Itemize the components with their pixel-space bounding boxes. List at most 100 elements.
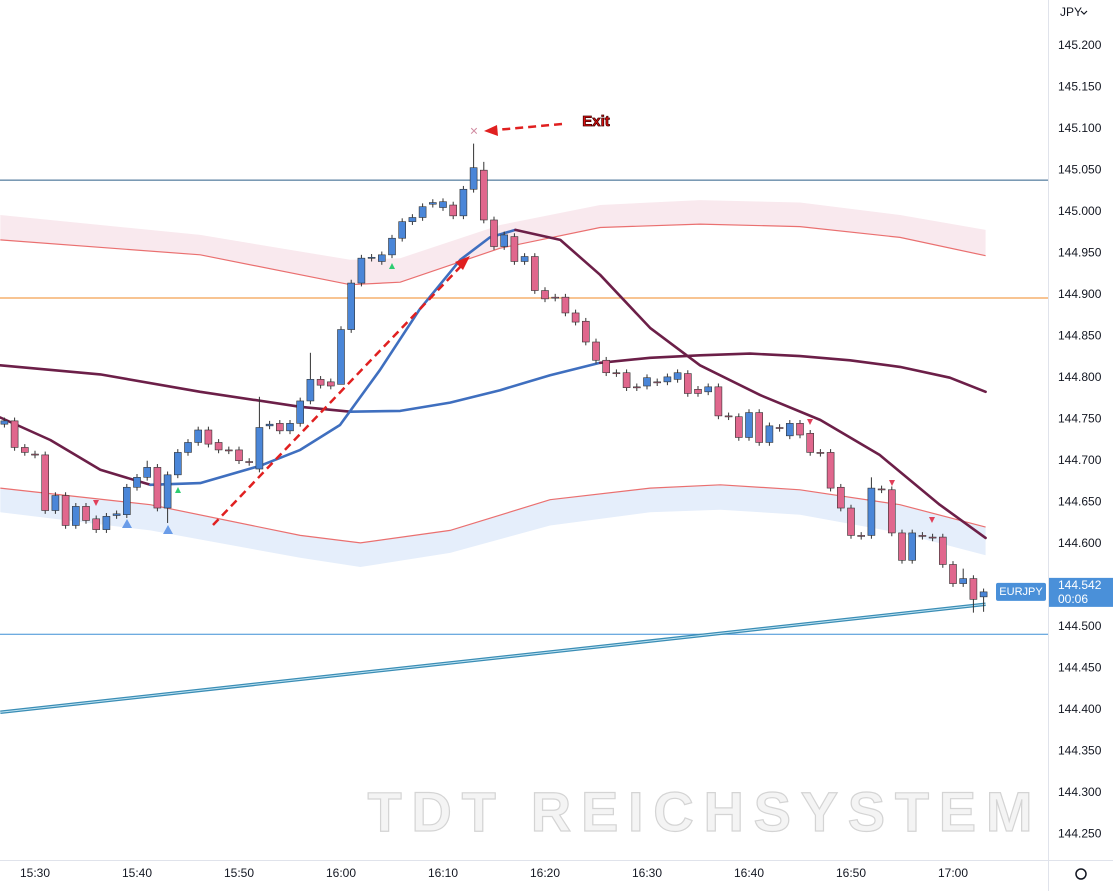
moving-average bbox=[0, 363, 352, 414]
currency-menu[interactable] bbox=[1080, 10, 1088, 15]
candle-body bbox=[265, 423, 274, 427]
candle-body bbox=[826, 452, 835, 489]
candle-body bbox=[174, 452, 182, 476]
candle-body bbox=[571, 312, 580, 323]
candle-body bbox=[51, 495, 60, 511]
y-tick-label: 144.500 bbox=[1058, 619, 1102, 633]
candle-body bbox=[418, 206, 427, 218]
candle-body bbox=[286, 423, 294, 432]
candle-body bbox=[592, 341, 600, 361]
arrow-head bbox=[484, 125, 498, 136]
x-tick-label: 16:10 bbox=[428, 866, 458, 880]
buy-signal bbox=[175, 487, 181, 493]
last-price: 144.542 bbox=[1058, 578, 1102, 592]
candle-body bbox=[653, 381, 662, 384]
candle-body bbox=[204, 429, 213, 445]
candle-body bbox=[316, 379, 325, 386]
exit-arrow bbox=[495, 122, 563, 132]
candle-body bbox=[734, 416, 743, 438]
price-axis bbox=[1048, 0, 1113, 891]
arrow-head bbox=[455, 256, 470, 270]
moving-average bbox=[598, 352, 987, 394]
trend-line-inner bbox=[0, 603, 986, 713]
candle-body bbox=[694, 389, 702, 394]
x-tick-label: 16:30 bbox=[632, 866, 662, 880]
candle-body bbox=[796, 423, 804, 436]
signals: × Exit bbox=[93, 113, 935, 534]
candle-body bbox=[551, 296, 560, 299]
candle-body bbox=[123, 486, 131, 515]
y-tick-label: 145.150 bbox=[1058, 79, 1102, 93]
candle-body bbox=[806, 433, 815, 453]
moving-average bbox=[348, 361, 602, 414]
candle-body bbox=[428, 202, 437, 205]
last-price-box bbox=[1049, 577, 1113, 607]
candle-body bbox=[918, 535, 927, 537]
candle-body bbox=[112, 513, 121, 516]
candle-body bbox=[153, 467, 162, 509]
annotation: Exit bbox=[582, 113, 610, 130]
y-tick-label: 144.400 bbox=[1058, 702, 1102, 716]
sell-signal bbox=[889, 480, 895, 486]
candle-body bbox=[469, 167, 478, 190]
candle-body bbox=[683, 373, 692, 394]
x-tick-label: 16:20 bbox=[530, 866, 560, 880]
y-tick-label: 144.350 bbox=[1058, 743, 1102, 757]
candle-body bbox=[898, 532, 906, 561]
candle-body bbox=[184, 442, 192, 453]
candle-body bbox=[449, 204, 458, 217]
candle-body bbox=[785, 423, 794, 437]
watermark: TDT REICHSYSTEM bbox=[368, 780, 1033, 843]
candle-body bbox=[643, 377, 651, 387]
candle-body bbox=[255, 427, 264, 470]
candle-body bbox=[337, 329, 345, 385]
x-tick-label: 15:40 bbox=[122, 866, 152, 880]
y-tick-label: 144.700 bbox=[1058, 453, 1102, 467]
candle-body bbox=[459, 188, 468, 217]
band-fill bbox=[0, 484, 986, 567]
plot-area bbox=[0, 143, 1048, 714]
candle-body bbox=[408, 217, 417, 222]
sell-signal bbox=[929, 517, 935, 523]
candle-body bbox=[235, 449, 243, 462]
x-tick-label: 15:50 bbox=[224, 866, 254, 880]
candle-body bbox=[979, 591, 988, 598]
candle-body bbox=[561, 296, 570, 314]
y-tick-label: 144.450 bbox=[1058, 660, 1102, 674]
buy-signal bbox=[389, 263, 395, 269]
candle-body bbox=[143, 467, 151, 478]
candle-body bbox=[622, 372, 631, 388]
candle-body bbox=[479, 169, 488, 221]
candle-body bbox=[296, 400, 305, 424]
settings-icon[interactable] bbox=[1075, 868, 1087, 880]
candle-body bbox=[938, 536, 947, 565]
candle-body bbox=[969, 578, 978, 600]
candle-body bbox=[500, 234, 509, 247]
candle-body bbox=[816, 452, 825, 454]
candle-body bbox=[31, 453, 39, 456]
candle-body bbox=[836, 486, 845, 509]
candle-body bbox=[959, 578, 968, 584]
currency[interactable]: JPY bbox=[1060, 5, 1082, 19]
candle-body bbox=[245, 461, 253, 463]
candle-body bbox=[367, 257, 376, 259]
candle-body bbox=[326, 381, 335, 387]
candle-body bbox=[581, 320, 590, 343]
candle-body bbox=[102, 516, 111, 530]
y-tick-label: 144.300 bbox=[1058, 785, 1102, 799]
candle-body bbox=[541, 290, 549, 300]
candle-body bbox=[214, 442, 223, 451]
candle-body bbox=[72, 506, 80, 526]
sell-signal bbox=[807, 419, 813, 425]
axes: 145.200 145.150 145.100 145.050 145.000 144.9… bbox=[20, 38, 1113, 880]
y-tick-label: 145.000 bbox=[1058, 204, 1102, 218]
y-tick-label: 145.100 bbox=[1058, 121, 1102, 135]
candle-body bbox=[377, 254, 386, 262]
sell-signal bbox=[93, 500, 99, 506]
candle-body bbox=[602, 359, 611, 374]
candle-body bbox=[949, 564, 957, 584]
x-tick-label: 15:30 bbox=[20, 866, 50, 880]
candle-body bbox=[275, 423, 284, 432]
candle-body bbox=[908, 532, 917, 561]
candle-body bbox=[41, 454, 50, 511]
